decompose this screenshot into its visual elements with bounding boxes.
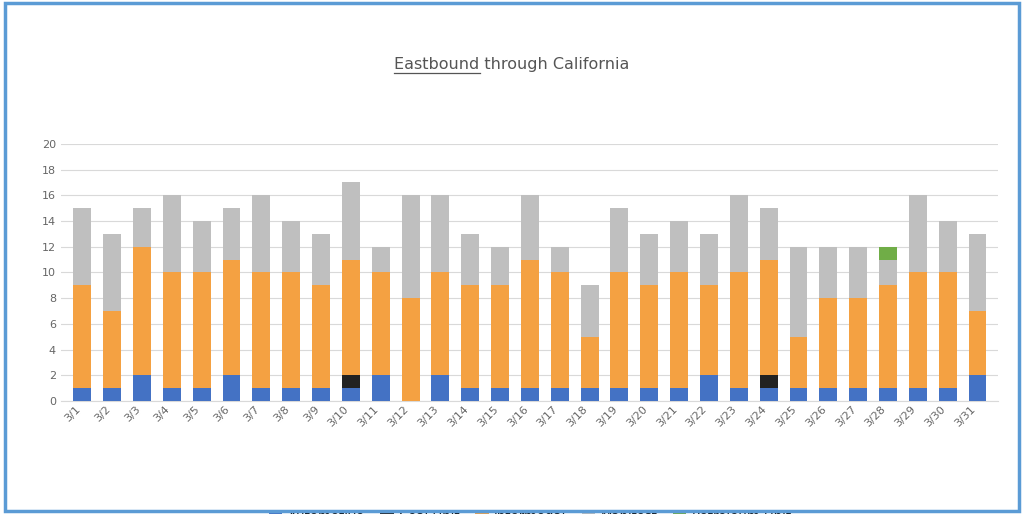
Bar <box>670 221 688 272</box>
Bar <box>461 285 479 388</box>
Bar <box>610 208 629 272</box>
Bar <box>670 272 688 388</box>
Bar <box>969 234 986 311</box>
Bar <box>133 208 151 247</box>
Bar <box>610 272 629 388</box>
Bar <box>909 272 927 388</box>
Bar <box>163 272 181 388</box>
Bar <box>879 388 897 401</box>
Bar <box>283 388 300 401</box>
Bar <box>222 375 241 401</box>
Bar <box>312 388 330 401</box>
Bar <box>730 272 748 388</box>
Bar <box>939 272 956 388</box>
Bar <box>879 260 897 285</box>
Bar <box>819 247 838 298</box>
Bar <box>551 388 568 401</box>
Bar <box>790 388 808 401</box>
Bar <box>222 260 241 375</box>
Bar <box>790 247 808 337</box>
Bar <box>103 234 121 311</box>
Bar <box>74 208 91 285</box>
Bar <box>581 337 599 388</box>
Bar <box>819 298 838 388</box>
Bar <box>431 195 450 272</box>
Bar <box>461 234 479 285</box>
Bar <box>431 272 450 375</box>
Bar <box>581 285 599 337</box>
Bar <box>969 375 986 401</box>
Bar <box>372 247 390 272</box>
Bar <box>193 221 211 272</box>
Bar <box>640 234 658 285</box>
Bar <box>222 208 241 260</box>
Bar <box>700 234 718 285</box>
Bar <box>401 195 420 298</box>
Legend: Automotive, Coal Unit, Intermodal, Manifest, Petroleum Unit: Automotive, Coal Unit, Intermodal, Manif… <box>264 504 796 514</box>
Bar <box>103 388 121 401</box>
Bar <box>372 375 390 401</box>
Bar <box>849 388 867 401</box>
Bar <box>283 272 300 388</box>
Bar <box>760 260 777 375</box>
Bar <box>461 388 479 401</box>
Bar <box>163 195 181 272</box>
Bar <box>342 260 359 375</box>
Bar <box>401 298 420 401</box>
Bar <box>939 388 956 401</box>
Bar <box>909 388 927 401</box>
Bar <box>760 375 777 388</box>
Bar <box>760 388 777 401</box>
Bar <box>312 234 330 285</box>
Bar <box>133 375 151 401</box>
Bar <box>372 272 390 375</box>
Bar <box>939 221 956 272</box>
Bar <box>640 285 658 388</box>
Bar <box>492 247 509 285</box>
Bar <box>521 195 539 260</box>
Bar <box>879 285 897 388</box>
Bar <box>431 375 450 401</box>
Bar <box>521 260 539 388</box>
Bar <box>909 195 927 272</box>
Bar <box>790 337 808 388</box>
Bar <box>849 247 867 298</box>
Bar <box>551 247 568 272</box>
Bar <box>163 388 181 401</box>
Bar <box>133 247 151 375</box>
Bar <box>342 388 359 401</box>
Bar <box>700 285 718 375</box>
Bar <box>730 195 748 272</box>
Bar <box>252 388 270 401</box>
Bar <box>819 388 838 401</box>
Bar <box>760 208 777 260</box>
Bar <box>640 388 658 401</box>
Bar <box>492 388 509 401</box>
Bar <box>849 298 867 388</box>
Bar <box>193 272 211 388</box>
Bar <box>252 272 270 388</box>
Bar <box>730 388 748 401</box>
Bar <box>74 285 91 388</box>
Bar <box>879 247 897 260</box>
Bar <box>342 182 359 260</box>
Bar <box>551 272 568 388</box>
Bar <box>312 285 330 388</box>
Bar <box>283 221 300 272</box>
Bar <box>342 375 359 388</box>
Bar <box>103 311 121 388</box>
Bar <box>252 195 270 272</box>
Bar <box>700 375 718 401</box>
Bar <box>74 388 91 401</box>
Bar <box>521 388 539 401</box>
Bar <box>492 285 509 388</box>
Bar <box>193 388 211 401</box>
Bar <box>969 311 986 375</box>
Bar <box>581 388 599 401</box>
Bar <box>610 388 629 401</box>
Bar <box>670 388 688 401</box>
Text: Eastbound through California: Eastbound through California <box>394 57 630 72</box>
